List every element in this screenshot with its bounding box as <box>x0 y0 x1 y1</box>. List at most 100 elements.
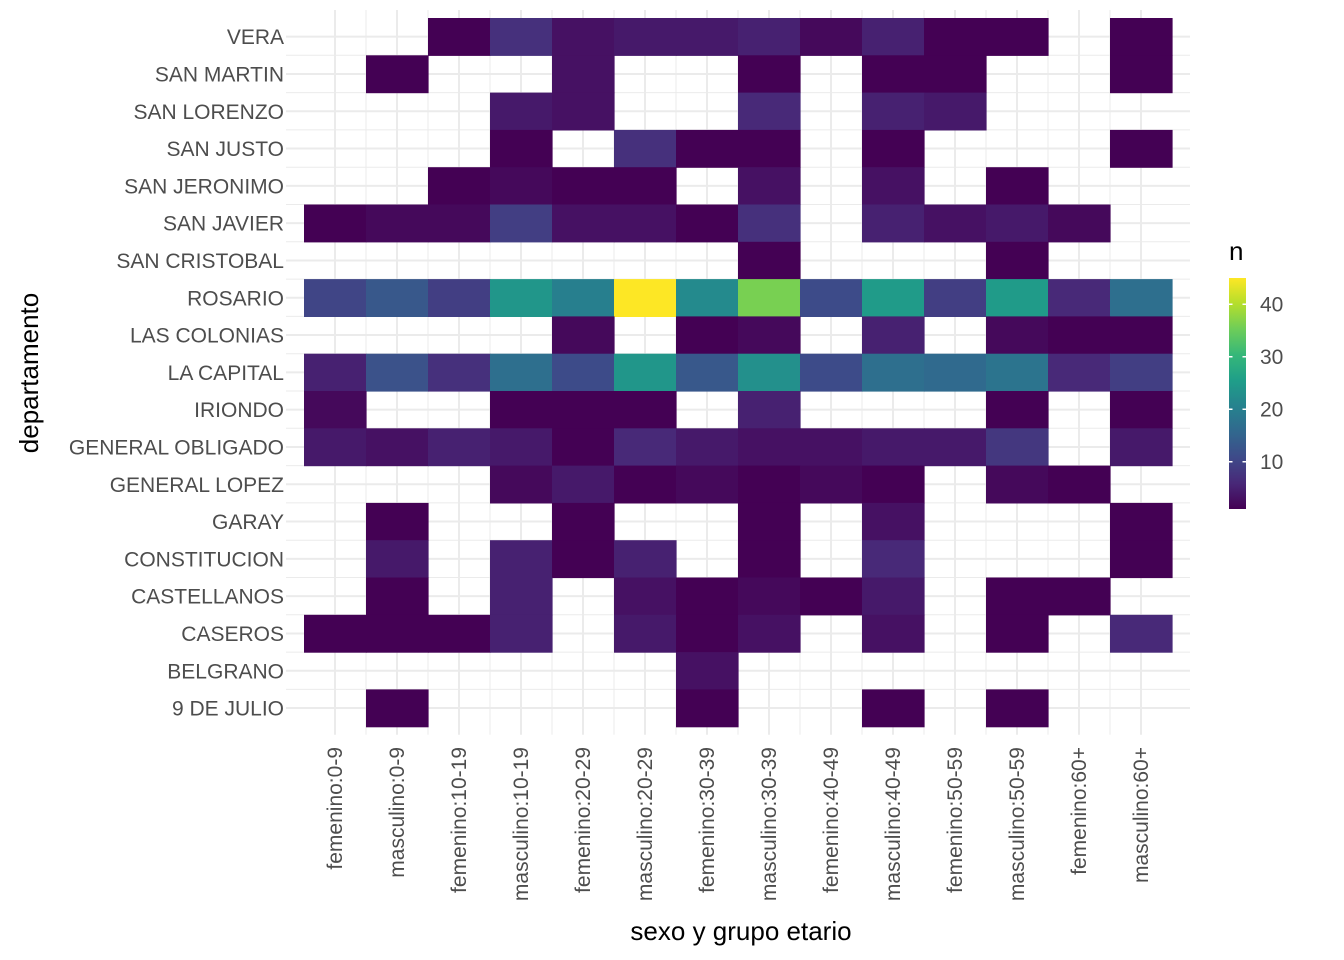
heatmap-cell <box>738 465 801 504</box>
heatmap-cell <box>490 540 553 579</box>
heatmap-cell <box>986 689 1049 728</box>
heatmap-cell <box>304 614 367 653</box>
heatmap-cell <box>738 279 801 317</box>
heatmap-cell <box>552 391 615 429</box>
x-tick-label: masculino:0-9 <box>386 747 409 878</box>
heatmap-cell <box>738 55 801 94</box>
heatmap-cell <box>800 428 863 467</box>
y-tick-label: VERA <box>227 26 284 49</box>
heatmap-cell <box>676 129 739 168</box>
heatmap-cell <box>676 689 739 728</box>
heatmap-cell <box>738 167 801 206</box>
x-tick-label: masculino:20-29 <box>634 747 657 901</box>
y-tick-labels: VERA SAN MARTIN SAN LORENZO SAN JUSTO SAN JE… <box>69 26 284 720</box>
y-tick-label: LAS COLONIAS <box>130 325 284 348</box>
heatmap-cell <box>862 689 925 728</box>
heatmap-cell <box>304 353 367 392</box>
heatmap-cell <box>1048 577 1111 616</box>
heatmap-cell <box>924 55 987 94</box>
y-axis-title: departamento <box>14 293 44 453</box>
heatmap-cell <box>1048 353 1111 392</box>
legend-tick-label: 30 <box>1260 346 1283 369</box>
heatmap-cell <box>924 92 987 131</box>
y-tick-label: 9 DE JULIO <box>172 698 284 721</box>
heatmap-cell <box>614 279 677 317</box>
heatmap-cell <box>862 614 925 653</box>
heatmap-cell <box>552 353 615 392</box>
heatmap-cell <box>862 167 925 206</box>
heatmap-cell <box>490 428 553 467</box>
heatmap-cell <box>614 614 677 653</box>
heatmap-cell <box>862 502 925 541</box>
heatmap-cell <box>552 167 615 206</box>
y-tick-label: LA CAPITAL <box>168 362 284 385</box>
x-tick-label: masculino:50-59 <box>1006 747 1029 901</box>
heatmap-cell <box>1110 428 1173 467</box>
heatmap-cell <box>676 428 739 467</box>
heatmap-cell <box>614 204 677 243</box>
y-tick-label: ROSARIO <box>187 287 284 310</box>
legend-tick-label: 20 <box>1260 398 1283 421</box>
heatmap-cell <box>428 204 491 243</box>
color-legend: n 10 20 30 40 <box>1229 236 1283 509</box>
heatmap-cell <box>304 428 367 467</box>
heatmap-cell <box>738 428 801 467</box>
heatmap-cell <box>862 55 925 94</box>
heatmap-cell <box>366 614 429 653</box>
heatmap-cell <box>490 279 553 317</box>
legend-tick-label: 40 <box>1260 293 1283 316</box>
heatmap-cell <box>676 577 739 616</box>
heatmap-cell <box>614 391 677 429</box>
heatmap-cell <box>986 167 1049 206</box>
heatmap-cell <box>428 614 491 653</box>
x-tick-label: masculino:30-39 <box>758 747 781 901</box>
heatmap-cell <box>986 279 1049 317</box>
heatmap-cell <box>1110 316 1173 355</box>
heatmap-cell <box>428 167 491 206</box>
heatmap-cell <box>924 18 987 56</box>
heatmap-cell <box>800 279 863 317</box>
heatmap-cell <box>1110 279 1173 317</box>
heatmap-cell <box>738 241 801 280</box>
heatmap-cell <box>738 614 801 653</box>
heatmap-cell <box>490 577 553 616</box>
heatmap-cell <box>986 465 1049 504</box>
heatmap-cell <box>614 540 677 579</box>
x-tick-label: masculino:10-19 <box>510 747 533 901</box>
heatmap-cell <box>676 316 739 355</box>
x-tick-label: masculino:60+ <box>1130 747 1153 883</box>
heatmap-cell <box>862 316 925 355</box>
heatmap-cell <box>1110 540 1173 579</box>
heatmap-cell <box>552 540 615 579</box>
heatmap-cell <box>428 279 491 317</box>
heatmap-cell <box>986 353 1049 392</box>
heatmap-cell <box>800 465 863 504</box>
heatmap-cell <box>366 689 429 728</box>
heatmap-cell <box>552 428 615 467</box>
heatmap-cell <box>862 92 925 131</box>
heatmap-cell <box>428 18 491 56</box>
heatmap-cell <box>738 502 801 541</box>
heatmap-cell <box>366 540 429 579</box>
heatmap-cell <box>490 353 553 392</box>
x-tick-label: femenino:0-9 <box>324 747 347 870</box>
y-tick-label: CONSTITUCION <box>124 548 284 571</box>
heatmap-cell <box>800 353 863 392</box>
heatmap-cell <box>366 353 429 392</box>
heatmap-cell <box>490 92 553 131</box>
heatmap-cell <box>738 92 801 131</box>
legend-ticks: 10 20 30 40 <box>1229 293 1283 474</box>
heatmap-cell <box>676 353 739 392</box>
heatmap-cell <box>738 316 801 355</box>
heatmap-cell <box>1048 204 1111 243</box>
y-tick-label: CASTELLANOS <box>131 586 284 609</box>
y-tick-label: SAN MARTIN <box>155 63 284 86</box>
heatmap-cell <box>1110 502 1173 541</box>
heatmap-cell <box>862 129 925 168</box>
heatmap-cell <box>986 428 1049 467</box>
heatmap-cell <box>304 391 367 429</box>
heatmap-cell <box>986 577 1049 616</box>
heatmap-cell <box>676 614 739 653</box>
y-tick-label: GENERAL LOPEZ <box>110 474 284 497</box>
